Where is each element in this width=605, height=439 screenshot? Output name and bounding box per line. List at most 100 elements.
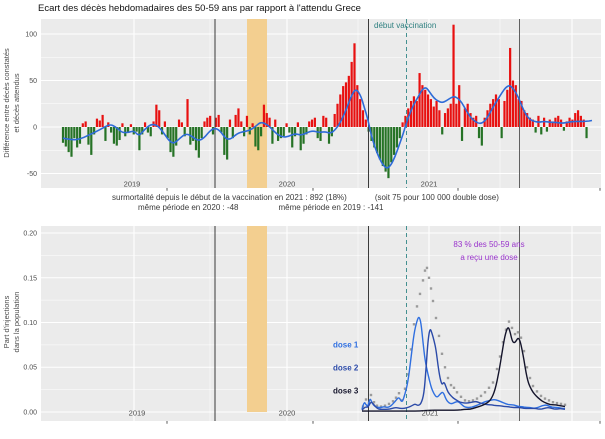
excess-bar [308, 121, 311, 127]
same-period-2019-value: même période en 2019 : -141 [278, 202, 384, 212]
top-y-axis-title-line2: et décès attendus [12, 73, 21, 132]
excess-bar [409, 100, 413, 127]
injection-dot [452, 386, 456, 389]
dose-1-line [361, 316, 565, 410]
excess-bar [240, 121, 243, 127]
bottom-y-tick-000: 0.00 [23, 410, 37, 417]
deficit-bar [132, 127, 135, 135]
deficit-bar [302, 127, 305, 144]
excess-bar [509, 47, 512, 128]
injection-dot [507, 320, 511, 323]
excess-bar [203, 121, 206, 127]
injection-dot [434, 316, 438, 320]
injection-dot [479, 394, 483, 398]
deficit-bar [395, 127, 399, 148]
excess-bar [526, 113, 529, 127]
injection-dot [443, 366, 447, 369]
injection-dot [440, 352, 444, 355]
excess-bar [531, 119, 534, 127]
trend-line [62, 85, 593, 169]
top-x-label-2020: 2020 [279, 180, 296, 189]
deficit-bar [305, 127, 308, 135]
deficit-bar [197, 127, 200, 158]
injection-dot [539, 394, 543, 398]
injection-dot [551, 401, 555, 404]
one-dose-annotation-line1: 83 % des 50-59 ans [453, 240, 524, 249]
injection-dot [547, 399, 551, 402]
legend-dose-2: dose 2 [333, 364, 359, 373]
legend-dose-3: dose 3 [333, 387, 359, 396]
deficit-bar [534, 127, 537, 133]
excess-bar [483, 117, 486, 127]
excess-bar [180, 122, 183, 127]
excess-bar [359, 99, 362, 127]
deficit-bar [500, 127, 503, 139]
injection-dot [510, 326, 514, 330]
total-injections-dots [361, 266, 567, 408]
injection-dot [483, 391, 487, 394]
injection-dot [543, 397, 547, 400]
deficit-bar [141, 127, 144, 135]
deficit-bar [384, 127, 387, 172]
top-chart-panel [41, 19, 601, 191]
excess-bar [443, 113, 447, 127]
injection-dot [412, 323, 416, 326]
injection-dot [487, 386, 491, 389]
excess-bar [418, 73, 421, 127]
deficit-bar [90, 127, 93, 155]
deficit-bar [112, 127, 116, 144]
dose-2-line [361, 329, 566, 411]
excess-bar [452, 24, 455, 128]
excess-bar [489, 103, 492, 127]
bottom-y-tick-015: 0.15 [23, 276, 37, 283]
deficit-bar [172, 127, 175, 157]
deficit-bar [231, 127, 234, 139]
excess-bar [313, 117, 316, 127]
excess-bar [206, 117, 209, 127]
deficit-bar [64, 127, 67, 147]
injection-dot [431, 299, 435, 303]
injection-dot [475, 397, 479, 400]
excess-bar [429, 99, 432, 127]
excess-bar [469, 113, 472, 127]
injection-dot [415, 305, 419, 308]
excess-bar [466, 103, 469, 127]
deficit-bar [279, 127, 283, 139]
excess-bar [268, 117, 271, 127]
deficit-bar [562, 127, 566, 131]
deficit-bar [460, 127, 464, 141]
excess-bar [95, 118, 99, 127]
surmortality-text-line1: surmortalité depuis le début de la vacci… [112, 193, 499, 202]
deficit-bar [135, 127, 138, 132]
injection-dot [516, 331, 520, 334]
deficit-bar [126, 127, 130, 133]
excess-bar [565, 121, 568, 127]
injection-dot [364, 398, 368, 401]
excess-bar [455, 103, 458, 127]
excess-bar [129, 124, 133, 127]
injection-dot [471, 399, 475, 402]
injection-dot [449, 383, 453, 387]
injection-dot [528, 376, 532, 380]
bottom-x-label-2019: 2019 [129, 409, 146, 418]
deficit-bar [61, 127, 65, 143]
bottom-y-axis-title-line2: dans la population [12, 292, 21, 353]
deficit-bar [398, 127, 401, 139]
excess-bar [186, 99, 189, 127]
excess-bar [432, 106, 435, 127]
top-x-label-2019: 2019 [124, 180, 141, 189]
injection-dot [495, 367, 499, 371]
top-y-axis-title-line1: Différence entre décès constatés [2, 48, 11, 158]
bottom-y-tick-020: 0.20 [23, 231, 37, 238]
surmortality-text-line2: même période en 2020 : -48 même période e… [138, 203, 383, 212]
deficit-bar [115, 127, 118, 146]
excess-bar [424, 89, 427, 127]
deficit-bar [149, 127, 152, 137]
excess-bar [506, 89, 509, 127]
excess-bar [571, 119, 574, 127]
excess-bar [214, 117, 217, 127]
excess-bar [310, 119, 314, 127]
deficit-bar [146, 127, 149, 133]
injection-dot [409, 348, 413, 351]
excess-bar [551, 121, 554, 127]
